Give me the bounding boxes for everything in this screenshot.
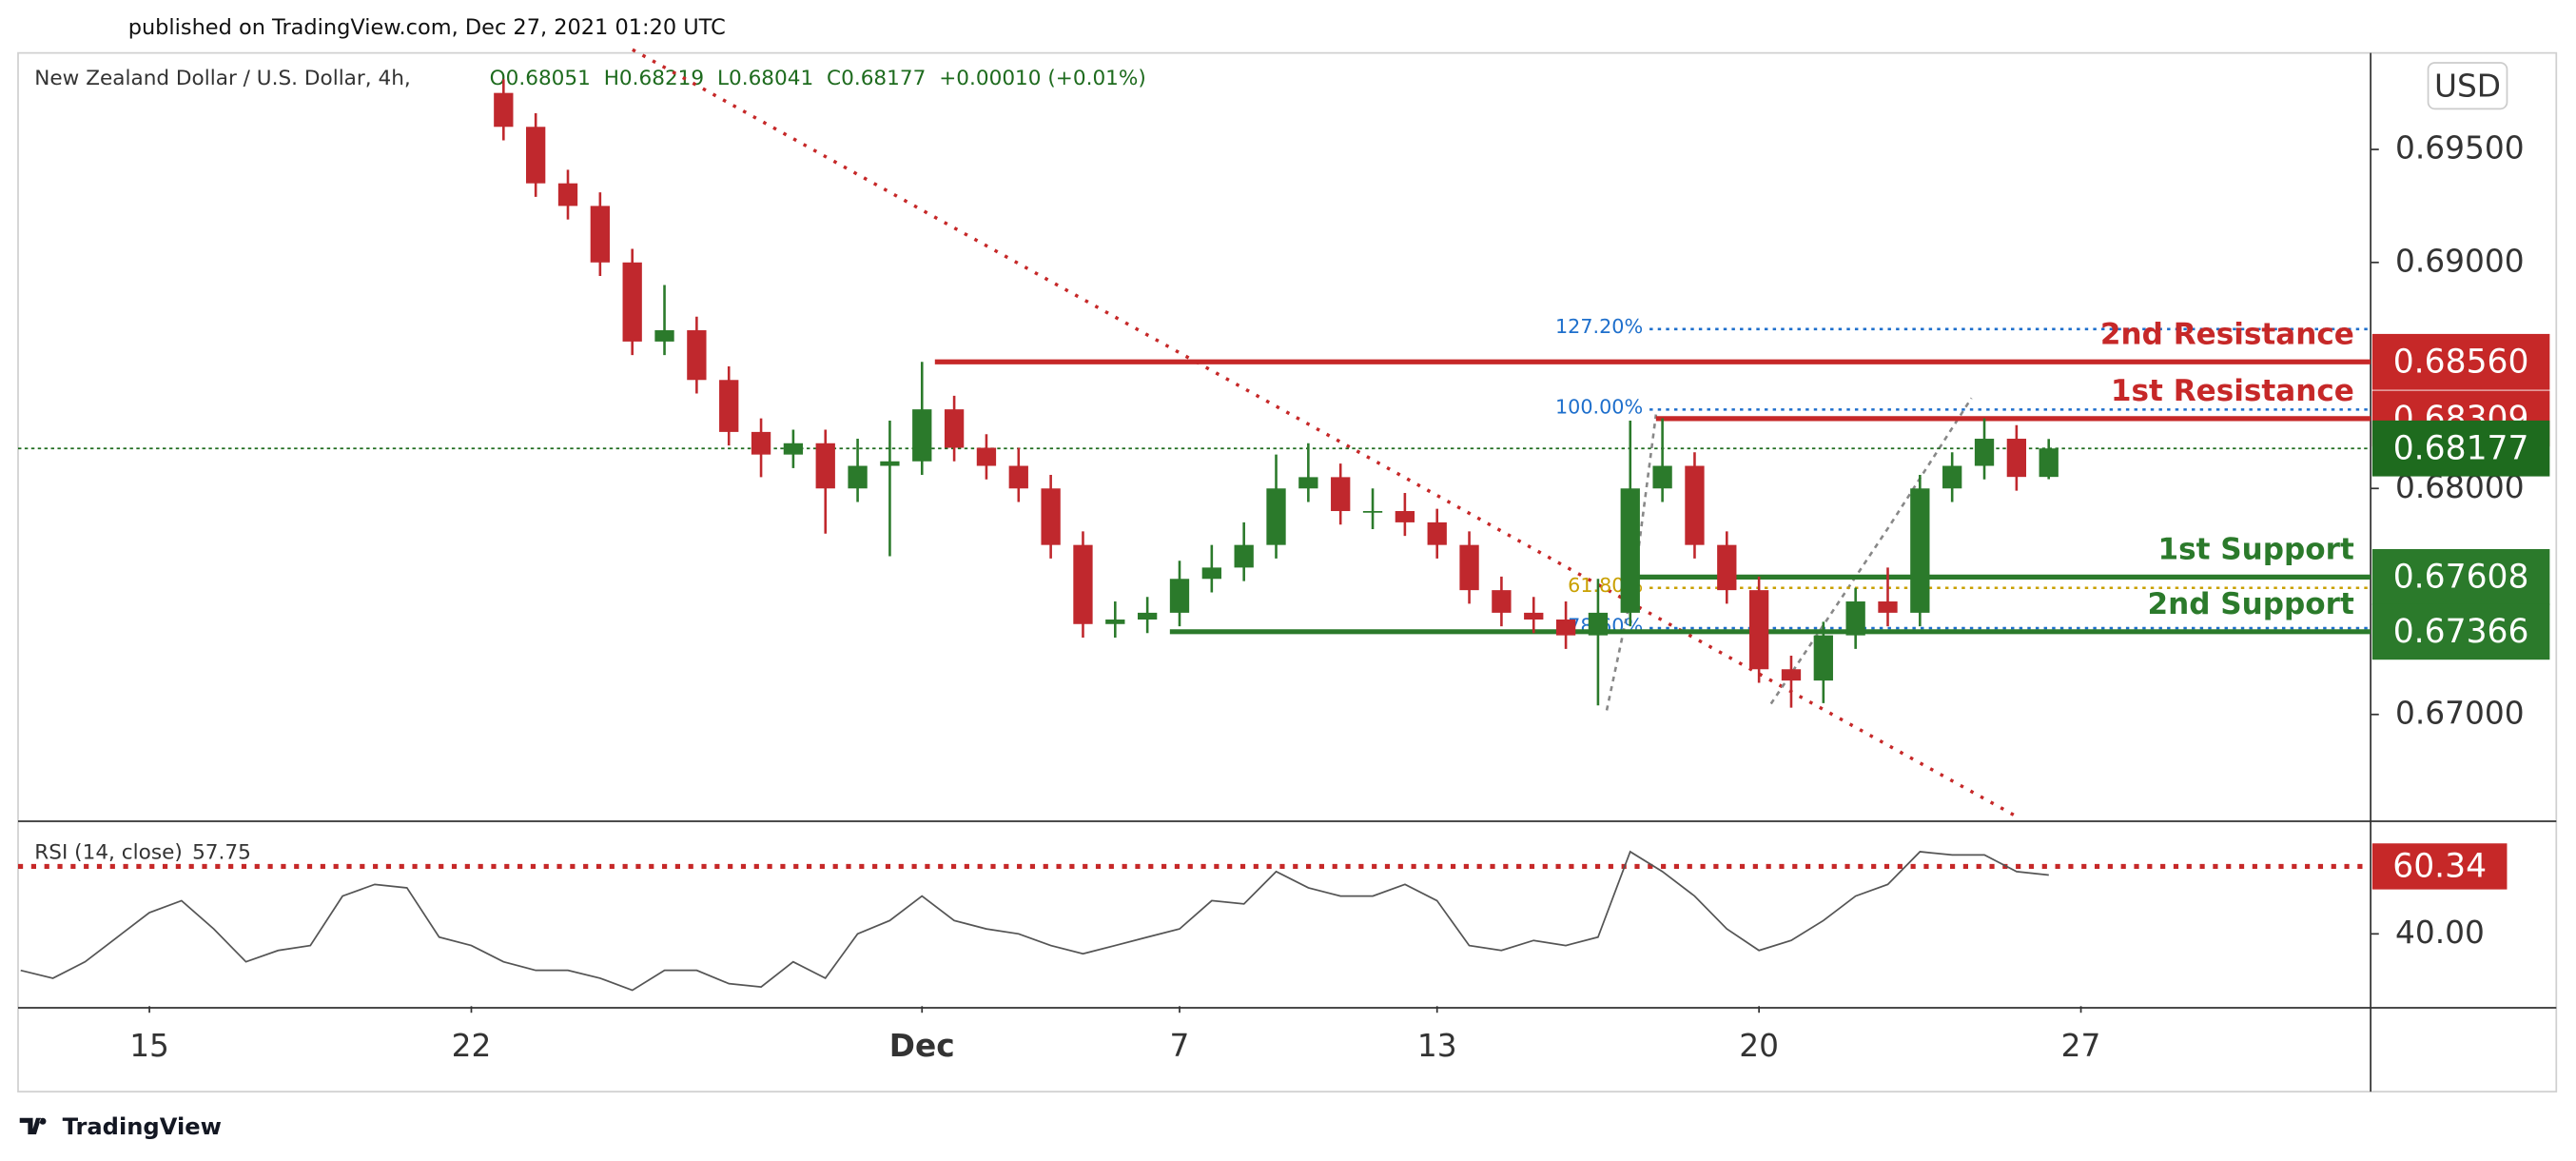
fib-label: 127.20% <box>1555 315 1643 338</box>
candle-body <box>1041 488 1061 545</box>
rsi-line <box>20 850 2049 992</box>
ohlc-value: +0.00010 (+0.01%) <box>939 67 1146 90</box>
candle-body <box>1878 601 1898 613</box>
symbol-title: New Zealand Dollar / U.S. Dollar, 4h, <box>34 67 411 90</box>
candle-body <box>1717 544 1737 591</box>
x-tick-label: 27 <box>2061 1028 2101 1064</box>
candle-body <box>590 206 611 263</box>
candle-body <box>1169 579 1190 613</box>
candle-body <box>687 330 707 381</box>
x-tick-label: 22 <box>452 1028 492 1064</box>
level-box <box>2371 333 2550 390</box>
candle-body <box>557 183 578 207</box>
candle-body <box>1073 544 1093 624</box>
brand: TradingView <box>19 1113 222 1140</box>
candle-body <box>1974 439 1995 466</box>
fib-swing <box>1769 397 1973 705</box>
candle-body <box>654 330 674 342</box>
ohlc-value: H0.68219 <box>604 67 704 90</box>
frame <box>17 51 2558 1092</box>
y-tick-label: 0.69500 <box>2395 130 2525 167</box>
candle-body <box>1845 601 1865 636</box>
rsi-tick-label: 40.00 <box>2395 915 2485 951</box>
candle-body <box>719 380 739 432</box>
candle-body <box>1427 521 1447 545</box>
ohlc-value: L0.68041 <box>717 67 813 90</box>
candle-body <box>1201 567 1221 580</box>
candle-body <box>1910 488 1930 613</box>
candle-body <box>783 443 804 455</box>
ohlc-value: C0.68177 <box>827 67 926 90</box>
level-box <box>2371 549 2550 605</box>
candle-body <box>1459 544 1479 591</box>
level-name: 2nd Support <box>2147 587 2353 621</box>
y-tick-label: 0.67000 <box>2395 695 2525 731</box>
level-value: 0.67366 <box>2393 613 2529 651</box>
candle-body <box>1942 465 1962 489</box>
currency-box <box>2427 62 2508 110</box>
candle-body <box>1395 511 1415 522</box>
candle-body <box>1588 612 1609 636</box>
candle-body <box>944 409 965 448</box>
ohlc-value: O0.68051 <box>490 67 591 90</box>
candle-body <box>1813 635 1833 681</box>
level-name: 1st Resistance <box>2111 374 2354 408</box>
candle-body <box>1266 488 1286 545</box>
x-tick-label: 7 <box>1170 1028 1190 1064</box>
candle-body <box>1362 511 1383 513</box>
candle-body <box>494 92 514 128</box>
candle-body <box>1331 477 1351 512</box>
level-value: 0.68177 <box>2393 429 2529 467</box>
candle-body <box>880 461 900 466</box>
candle-body <box>1298 477 1318 489</box>
x-tick-label: 20 <box>1739 1028 1779 1064</box>
candle-body <box>815 443 835 489</box>
level-name: 1st Support <box>2158 533 2354 567</box>
candle-body <box>1234 544 1254 568</box>
currency: USD <box>2434 68 2501 104</box>
candle-body <box>912 409 932 462</box>
candle-body <box>1524 612 1544 620</box>
level-name: 2nd Resistance <box>2100 318 2354 352</box>
rsi-title: RSI (14, close) <box>34 841 183 865</box>
brand-logo <box>19 1117 47 1135</box>
level-value: 0.67608 <box>2393 559 2529 597</box>
level-value: 0.68560 <box>2393 344 2529 382</box>
candle-body <box>751 431 771 455</box>
candle-body <box>2006 439 2027 478</box>
candle-body <box>2039 448 2059 478</box>
rsi-level-box <box>2371 843 2508 890</box>
candle-body <box>1492 590 1512 613</box>
candle-body <box>1748 590 1769 670</box>
candle-body <box>1105 620 1125 624</box>
x-tick-label: 13 <box>1417 1028 1457 1064</box>
candle-body <box>976 447 997 466</box>
fib-label: 100.00% <box>1555 396 1643 419</box>
candle-body <box>848 465 868 489</box>
brand-name: TradingView <box>63 1113 222 1140</box>
candle-body <box>1137 612 1158 620</box>
ohlc-header: O0.68051 H0.68219 L0.68041 C0.68177 +0.00010… <box>490 67 1146 90</box>
candle-body <box>1620 488 1640 613</box>
level-box <box>2371 420 2550 477</box>
candle-body <box>1781 669 1802 681</box>
rsi-level-value: 60.34 <box>2392 848 2487 886</box>
x-tick-label: Dec <box>889 1028 955 1064</box>
y-tick-label: 0.69000 <box>2395 243 2525 279</box>
candle-body <box>526 127 546 184</box>
candle-body <box>1555 620 1576 636</box>
rsi-current: 57.75 <box>192 841 251 865</box>
candle-body <box>1685 465 1705 545</box>
candle-body <box>622 262 642 342</box>
candle-body <box>1008 465 1028 489</box>
published-note: published on TradingView.com, Dec 27, 20… <box>128 15 726 40</box>
level-box <box>2371 603 2550 660</box>
x-tick-label: 15 <box>129 1028 169 1064</box>
candle-body <box>1652 465 1672 489</box>
